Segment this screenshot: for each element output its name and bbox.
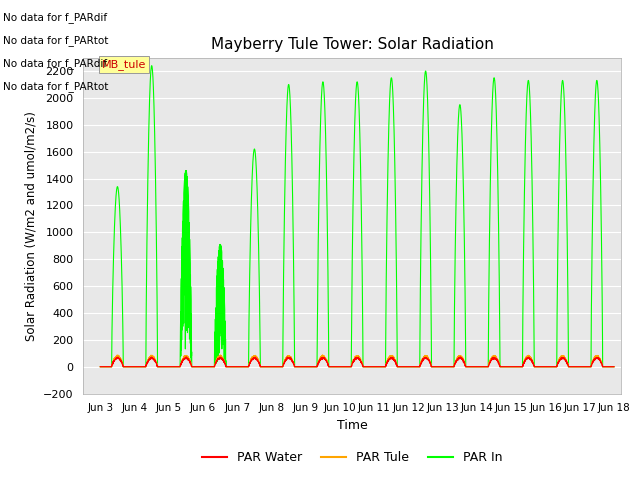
X-axis label: Time: Time (337, 419, 367, 432)
Y-axis label: Solar Radiation (W/m2 and umol/m2/s): Solar Radiation (W/m2 and umol/m2/s) (24, 111, 37, 340)
Legend: PAR Water, PAR Tule, PAR In: PAR Water, PAR Tule, PAR In (197, 446, 507, 469)
Text: No data for f_PARtot: No data for f_PARtot (3, 35, 109, 46)
Text: No data for f_PARdif: No data for f_PARdif (3, 12, 108, 23)
Text: MB_tule: MB_tule (102, 59, 147, 70)
Text: No data for f_PARtot: No data for f_PARtot (3, 81, 109, 92)
Title: Mayberry Tule Tower: Solar Radiation: Mayberry Tule Tower: Solar Radiation (211, 37, 493, 52)
Text: No data for f_PARdif: No data for f_PARdif (3, 58, 108, 69)
